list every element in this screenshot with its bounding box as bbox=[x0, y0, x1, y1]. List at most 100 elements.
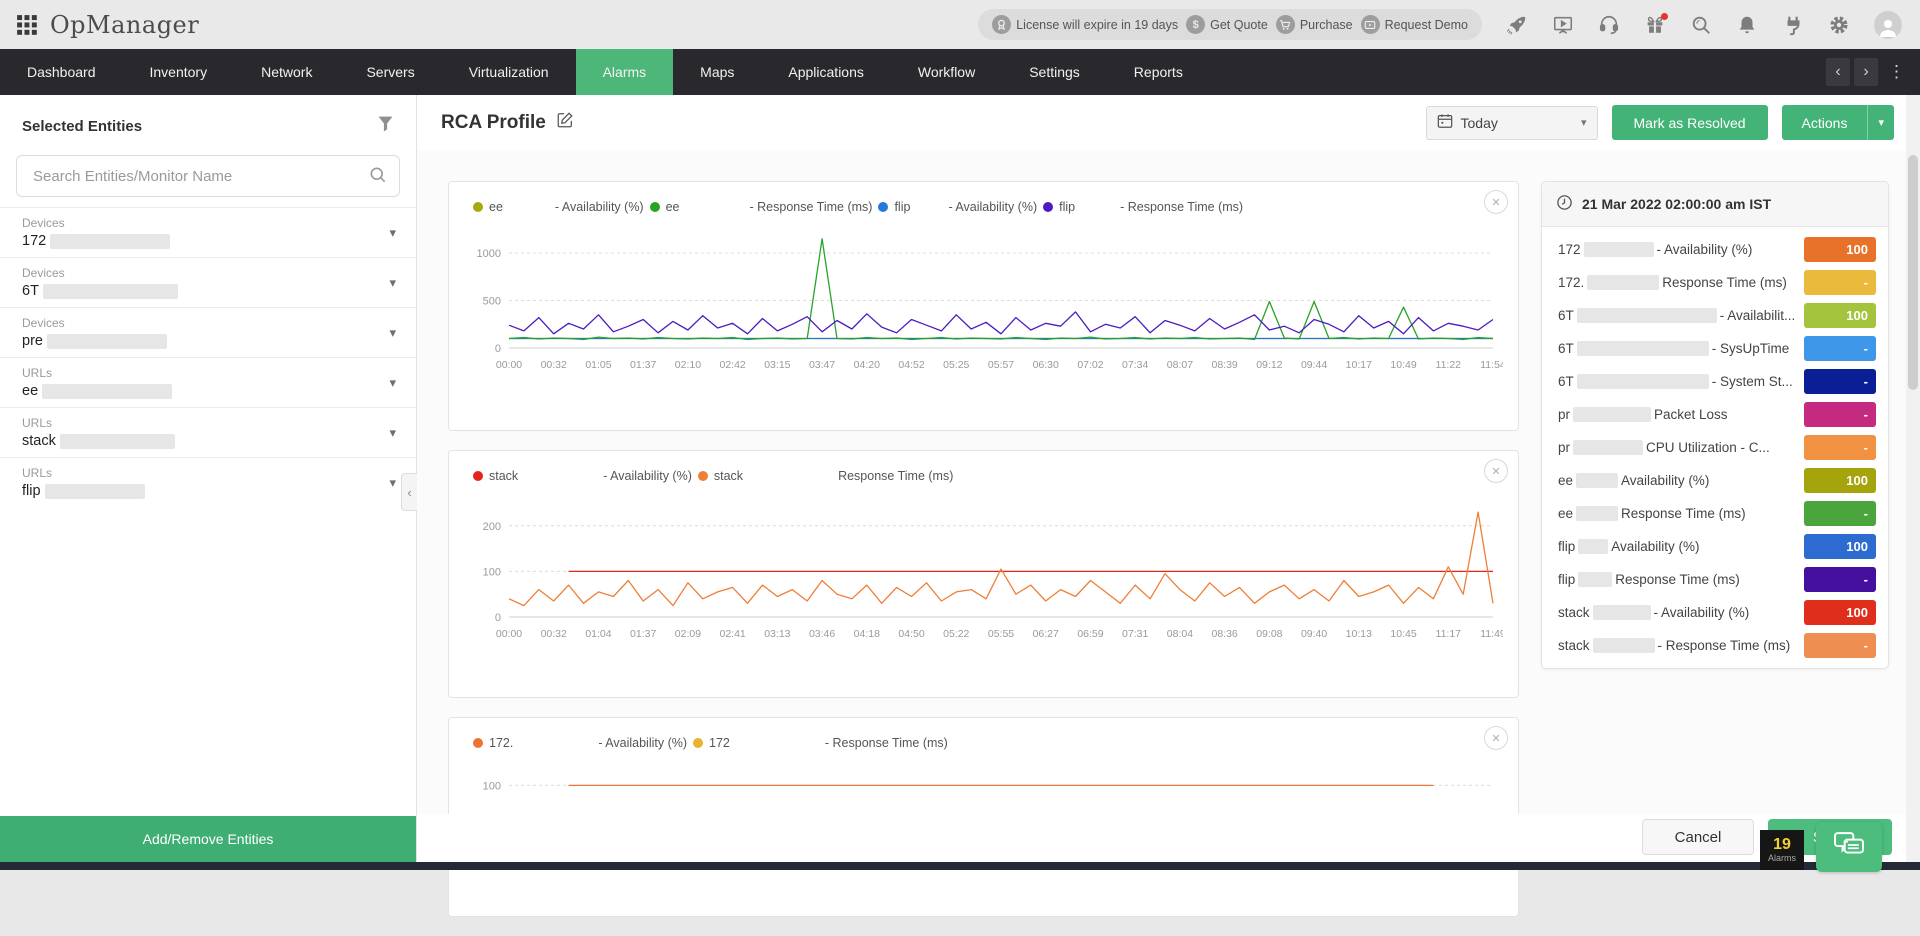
support-headset-icon[interactable] bbox=[1598, 14, 1620, 36]
nav-item-settings[interactable]: Settings bbox=[1029, 64, 1080, 80]
edit-title-pencil-icon[interactable] bbox=[556, 111, 574, 135]
chevron-down-icon: ▾ bbox=[1580, 117, 1587, 129]
legend-item[interactable]: ee - Response Time (ms) bbox=[649, 200, 872, 214]
chevron-down-icon[interactable]: ▾ bbox=[389, 474, 396, 490]
chevron-down-icon[interactable]: ▾ bbox=[389, 224, 396, 240]
alarm-bell-icon[interactable] bbox=[1736, 14, 1758, 36]
snapshot-row: stack - Availability (%) 100 bbox=[1542, 596, 1888, 629]
actions-button[interactable]: Actions ▾ bbox=[1781, 105, 1894, 140]
chevron-down-icon[interactable]: ▾ bbox=[389, 374, 396, 390]
cancel-button[interactable]: Cancel bbox=[1642, 819, 1754, 855]
svg-text:02:42: 02:42 bbox=[719, 359, 745, 371]
purchase-link[interactable]: Purchase bbox=[1275, 15, 1353, 34]
nav-kebab-menu-icon[interactable]: ⋮ bbox=[1888, 62, 1906, 81]
entity-name: flip bbox=[22, 483, 394, 499]
svg-text:02:41: 02:41 bbox=[719, 628, 745, 640]
snapshot-row: flip Availability (%) 100 bbox=[1542, 530, 1888, 563]
entity-name: stack bbox=[22, 433, 394, 449]
add-remove-entities-button[interactable]: Add/Remove Entities bbox=[0, 816, 416, 862]
vertical-scrollbar[interactable] bbox=[1906, 95, 1920, 862]
user-avatar[interactable] bbox=[1874, 10, 1902, 39]
apps-grid-icon[interactable] bbox=[16, 14, 38, 36]
filter-funnel-icon[interactable] bbox=[377, 115, 394, 137]
snapshot-row: 6T - SysUpTime - bbox=[1542, 332, 1888, 365]
legend-item[interactable]: stack Response Time (ms) bbox=[697, 469, 953, 483]
redacted-name-block bbox=[1587, 275, 1660, 290]
nav-item-workflow[interactable]: Workflow bbox=[917, 64, 976, 80]
metric-value-badge: - bbox=[1804, 270, 1876, 295]
chart-close-icon[interactable]: ✕ bbox=[1484, 190, 1508, 214]
alarm-count-badge[interactable]: 19 Alarms bbox=[1760, 830, 1804, 870]
legend-item[interactable]: 172- Response Time (ms) bbox=[693, 736, 948, 750]
redacted-name-block bbox=[1573, 440, 1644, 455]
settings-gear-icon[interactable] bbox=[1828, 14, 1850, 36]
svg-text:11:49: 11:49 bbox=[1480, 628, 1503, 640]
date-range-dropdown[interactable]: Today ▾ bbox=[1425, 105, 1598, 140]
get-quote-link[interactable]: $ Get Quote bbox=[1186, 15, 1268, 34]
legend-dot bbox=[693, 738, 704, 748]
legend-item[interactable]: 172. - Availability (%) bbox=[473, 736, 687, 750]
nav-scroll-right-icon[interactable]: › bbox=[1854, 58, 1878, 86]
redacted-name-block bbox=[518, 471, 603, 481]
nav-scroll-left-icon[interactable]: ‹ bbox=[1826, 58, 1850, 86]
svg-text:00:00: 00:00 bbox=[496, 359, 522, 371]
scrollbar-thumb[interactable] bbox=[1908, 155, 1918, 390]
demo-video-icon bbox=[1360, 15, 1380, 34]
search-input-icon bbox=[368, 165, 388, 190]
chevron-down-icon[interactable]: ▾ bbox=[389, 424, 396, 440]
legend-item[interactable]: flip - Response Time (ms) bbox=[1043, 200, 1243, 214]
svg-text:09:12: 09:12 bbox=[1256, 359, 1282, 371]
svg-text:10:13: 10:13 bbox=[1346, 628, 1372, 640]
redacted-name-block bbox=[1576, 341, 1709, 356]
nav-item-reports[interactable]: Reports bbox=[1133, 64, 1183, 80]
nav-item-applications[interactable]: Applications bbox=[788, 64, 864, 80]
request-demo-link[interactable]: Request Demo bbox=[1360, 15, 1468, 34]
svg-text:07:34: 07:34 bbox=[1122, 359, 1148, 371]
metric-value-badge: 100 bbox=[1804, 237, 1876, 262]
nav-item-network[interactable]: Network bbox=[261, 64, 313, 80]
chevron-down-icon[interactable]: ▾ bbox=[389, 274, 396, 290]
search-icon[interactable] bbox=[1690, 14, 1712, 36]
legend-item[interactable]: flip - Availability (%) bbox=[878, 200, 1037, 214]
sidebar-collapse-handle[interactable]: ‹ bbox=[401, 473, 417, 511]
svg-text:04:52: 04:52 bbox=[898, 359, 924, 371]
svg-text:10:45: 10:45 bbox=[1390, 628, 1416, 640]
nav-item-virtualization[interactable]: Virtualization bbox=[468, 64, 549, 80]
redacted-name-block bbox=[42, 283, 178, 299]
plugin-icon[interactable] bbox=[1782, 14, 1804, 36]
svg-text:08:07: 08:07 bbox=[1167, 359, 1193, 371]
nav-item-inventory[interactable]: Inventory bbox=[149, 64, 208, 80]
entity-item-6t[interactable]: Devices 6T ▾ bbox=[0, 257, 416, 307]
chart-card-2: ✕ stack - Availability (%) stack Response Ti… bbox=[448, 450, 1519, 698]
mark-as-resolved-button[interactable]: Mark as Resolved bbox=[1611, 105, 1768, 140]
entity-item-flip[interactable]: URLs flip ▾ bbox=[0, 457, 416, 507]
search-input[interactable] bbox=[16, 155, 400, 197]
entity-item-ee[interactable]: URLs ee ▾ bbox=[0, 357, 416, 407]
chart-close-icon[interactable]: ✕ bbox=[1484, 459, 1508, 483]
legend-item[interactable]: stack - Availability (%) bbox=[473, 469, 692, 483]
nav-item-alarms[interactable]: Alarms bbox=[575, 49, 674, 95]
svg-text:00:32: 00:32 bbox=[541, 628, 567, 640]
chart-close-icon[interactable]: ✕ bbox=[1484, 726, 1508, 750]
legend-dot bbox=[473, 471, 483, 481]
license-pill: License will expire in 19 days $ Get Quo… bbox=[978, 9, 1482, 40]
svg-text:01:04: 01:04 bbox=[585, 628, 611, 640]
svg-text:03:15: 03:15 bbox=[764, 359, 790, 371]
whats-new-gift-icon[interactable] bbox=[1644, 12, 1668, 36]
training-presentation-icon[interactable] bbox=[1552, 14, 1574, 36]
entity-item-172[interactable]: Devices 172 ▾ bbox=[0, 207, 416, 257]
actions-caret-icon[interactable]: ▾ bbox=[1867, 105, 1894, 140]
getting-started-rocket-icon[interactable] bbox=[1506, 14, 1528, 36]
entity-item-stack[interactable]: URLs stack ▾ bbox=[0, 407, 416, 457]
entity-item-pre[interactable]: Devices pre ▾ bbox=[0, 307, 416, 357]
chart-plot-1: 0 500 1000 00:00 00:32 01:05 01:37 02:10 02:42 03… bbox=[477, 238, 1503, 371]
nav-item-maps[interactable]: Maps bbox=[700, 64, 735, 80]
feedback-chat-button[interactable] bbox=[1816, 822, 1882, 872]
nav-item-servers[interactable]: Servers bbox=[366, 64, 415, 80]
chevron-down-icon[interactable]: ▾ bbox=[389, 324, 396, 340]
legend-item[interactable]: ee - Availability (%) bbox=[473, 200, 644, 214]
svg-text:02:09: 02:09 bbox=[675, 628, 701, 640]
brand[interactable]: OpManager bbox=[0, 11, 199, 39]
series-line bbox=[508, 238, 1494, 341]
nav-item-dashboard[interactable]: Dashboard bbox=[27, 64, 96, 80]
